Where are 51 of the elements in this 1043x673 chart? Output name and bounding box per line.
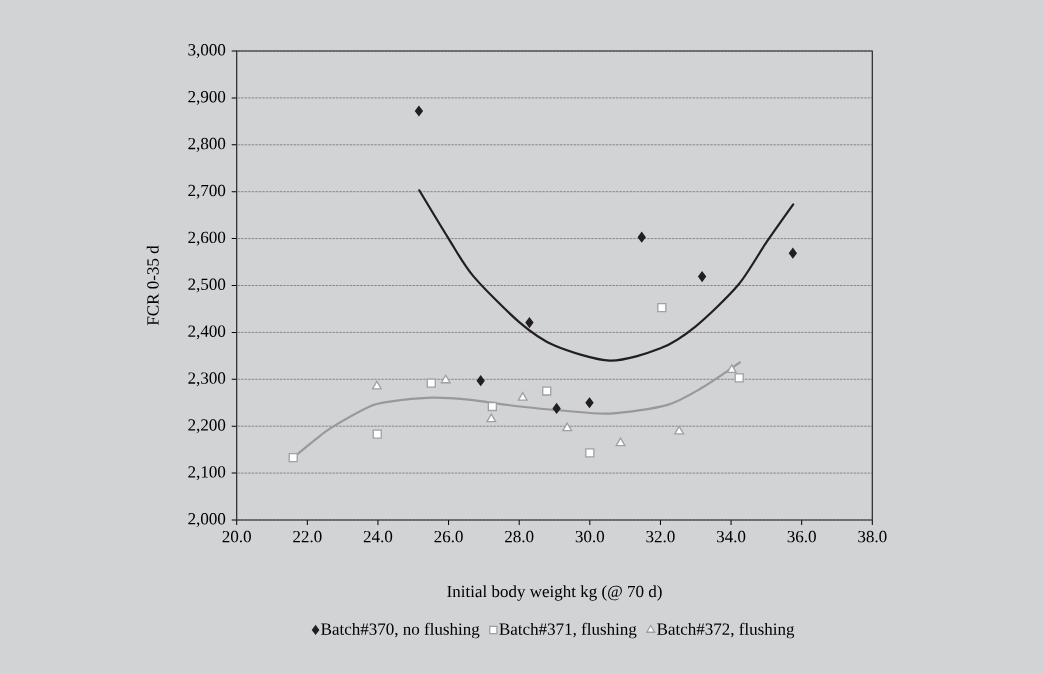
- y-tick-label: 2,600: [188, 231, 226, 246]
- point: [615, 437, 626, 447]
- y-tick-label: 2,000: [188, 513, 226, 527]
- x-tick-label: 36.0: [787, 530, 816, 543]
- point: [637, 232, 646, 243]
- point: [476, 375, 485, 386]
- x-tick-label: 32.0: [646, 530, 675, 543]
- point: [657, 302, 667, 313]
- point: [698, 271, 707, 282]
- point: [788, 247, 797, 259]
- point: [674, 425, 685, 435]
- point: [414, 105, 423, 117]
- x-tick-label: 28.0: [505, 530, 534, 543]
- point: [371, 380, 382, 390]
- point: [562, 422, 573, 432]
- point: [726, 364, 737, 374]
- y-axis-title: FCR 0-35 d: [146, 245, 159, 326]
- y-tick-label: 2,300: [188, 372, 226, 387]
- legend-label: Batch#370, no flushing: [321, 622, 480, 639]
- x-axis-title: Initial body weight kg (@ 70 d): [447, 585, 662, 601]
- point: [542, 386, 552, 396]
- point: [552, 403, 561, 414]
- point: [525, 317, 534, 328]
- point: [486, 413, 497, 423]
- y-tick-label: 2,800: [188, 137, 226, 152]
- point: [372, 429, 382, 439]
- y-tick-label: 2,400: [188, 325, 226, 340]
- point: [426, 378, 436, 388]
- point: [517, 391, 528, 401]
- y-tick-label: 2,700: [188, 184, 226, 199]
- y-tick-label: 2,200: [188, 419, 226, 434]
- y-tick-label: 2,500: [188, 278, 226, 293]
- point: [734, 373, 744, 383]
- x-tick-label: 20.0: [222, 530, 251, 543]
- legend-label: Batch#371, flushing: [499, 622, 637, 639]
- point: [440, 374, 451, 384]
- x-tick-label: 24.0: [363, 530, 393, 543]
- point: [487, 401, 498, 412]
- line-series: [418, 189, 795, 362]
- point: [585, 448, 595, 458]
- x-tick-label: 34.0: [717, 530, 746, 543]
- x-tick-label: 30.0: [575, 530, 605, 543]
- y-tick-label: 3,000: [188, 44, 226, 58]
- x-tick-label: 38.0: [858, 530, 887, 543]
- point: [585, 397, 594, 408]
- y-tick-label: 2,100: [188, 466, 226, 481]
- y-tick-label: 2,900: [188, 90, 226, 105]
- legend-label: Batch#372, flushing: [657, 622, 795, 639]
- x-tick-label: 22.0: [293, 530, 322, 543]
- x-tick-label: 26.0: [434, 530, 463, 543]
- point: [288, 452, 298, 463]
